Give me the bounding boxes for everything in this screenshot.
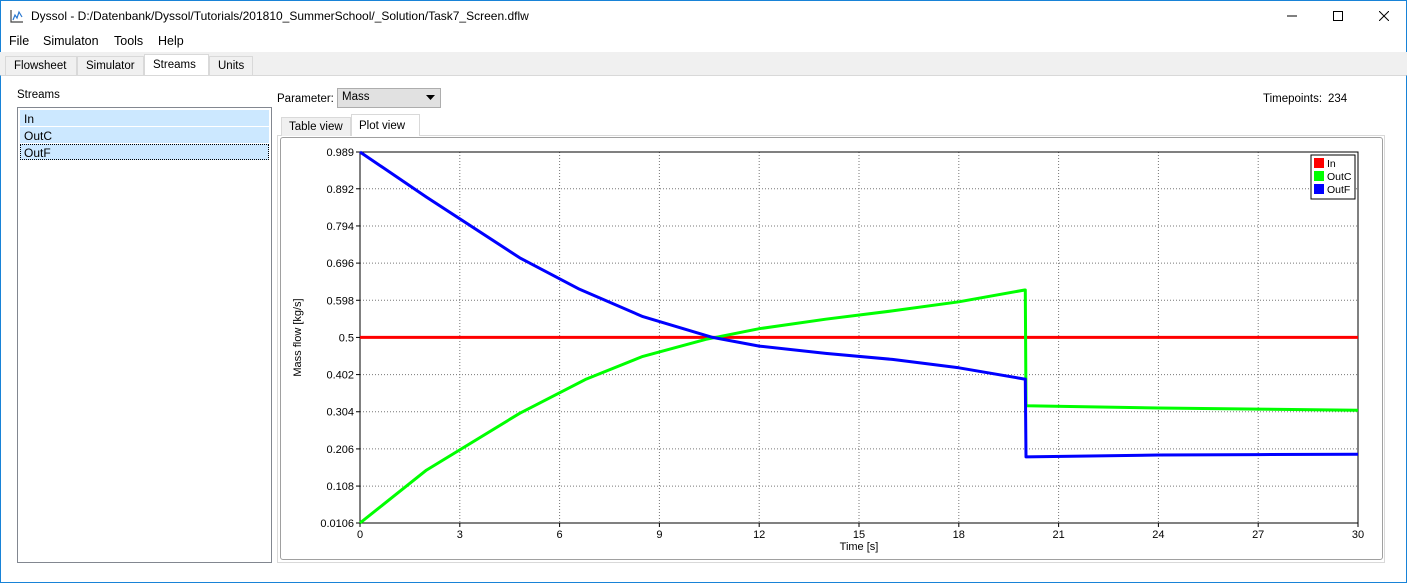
legend-swatch-in bbox=[1314, 158, 1324, 168]
tab-streams[interactable]: Streams bbox=[144, 54, 209, 76]
x-tick-label: 24 bbox=[1152, 529, 1164, 541]
parameter-value: Mass bbox=[342, 91, 370, 103]
main-tab-bar: Flowsheet Simulator Streams Units bbox=[0, 52, 1407, 76]
y-tick-label: 0.0106 bbox=[320, 518, 354, 530]
x-tick-label: 18 bbox=[953, 529, 965, 541]
menu-help[interactable]: Help bbox=[158, 34, 184, 48]
close-icon bbox=[1379, 11, 1389, 21]
tab-units[interactable]: Units bbox=[209, 56, 253, 76]
maximize-icon bbox=[1333, 11, 1343, 21]
window-title: Dyssol - D:/Datenbank/Dyssol/Tutorials/2… bbox=[31, 9, 529, 23]
x-tick-label: 6 bbox=[557, 529, 563, 541]
y-tick-label: 0.696 bbox=[326, 258, 354, 270]
y-axis-label: Mass flow [kg/s] bbox=[292, 298, 304, 376]
timepoints-label: Timepoints: bbox=[1263, 93, 1323, 105]
menu-simulation[interactable]: Simulaton bbox=[43, 34, 99, 48]
y-tick-label: 0.989 bbox=[326, 147, 354, 159]
close-button[interactable] bbox=[1361, 1, 1407, 31]
legend-label-in: In bbox=[1327, 158, 1336, 170]
y-tick-label: 0.5 bbox=[339, 332, 354, 344]
legend-swatch-outf bbox=[1314, 184, 1324, 194]
legend-swatch-outc bbox=[1314, 171, 1324, 181]
y-tick-label: 0.304 bbox=[326, 407, 354, 419]
x-tick-label: 3 bbox=[457, 529, 463, 541]
parameter-label: Parameter: bbox=[277, 93, 334, 105]
y-tick-label: 0.108 bbox=[326, 481, 354, 493]
stream-item-outf[interactable]: OutF bbox=[20, 144, 269, 160]
tab-flowsheet[interactable]: Flowsheet bbox=[5, 56, 77, 76]
x-tick-label: 0 bbox=[357, 529, 363, 541]
streams-list[interactable]: In OutC OutF bbox=[17, 107, 272, 563]
minimize-icon bbox=[1287, 15, 1297, 17]
y-tick-label: 0.402 bbox=[326, 370, 354, 382]
y-tick-label: 0.892 bbox=[326, 184, 354, 196]
menu-bar: File Simulaton Tools Help bbox=[0, 31, 1407, 52]
menu-tools[interactable]: Tools bbox=[114, 34, 144, 48]
minimize-button[interactable] bbox=[1269, 1, 1315, 31]
streams-label: Streams bbox=[17, 89, 60, 101]
legend-label-outc: OutC bbox=[1327, 171, 1352, 183]
y-tick-label: 0.206 bbox=[326, 444, 354, 456]
stream-item-in[interactable]: In bbox=[20, 110, 269, 126]
tab-table-view[interactable]: Table view bbox=[281, 117, 351, 136]
x-tick-label: 12 bbox=[753, 529, 765, 541]
x-tick-label: 27 bbox=[1252, 529, 1264, 541]
tab-plot-view[interactable]: Plot view bbox=[351, 114, 420, 136]
x-axis-label: Time [s] bbox=[840, 541, 879, 553]
tab-simulator[interactable]: Simulator bbox=[77, 56, 144, 76]
parameter-dropdown[interactable]: Mass bbox=[337, 88, 441, 108]
x-tick-label: 30 bbox=[1352, 529, 1364, 541]
title-bar: Dyssol - D:/Datenbank/Dyssol/Tutorials/2… bbox=[0, 0, 1407, 31]
menu-file[interactable]: File bbox=[9, 34, 30, 48]
stream-item-outc[interactable]: OutC bbox=[20, 127, 269, 143]
app-logo-icon bbox=[10, 10, 23, 23]
y-tick-label: 0.598 bbox=[326, 295, 354, 307]
mass-flow-plot[interactable]: 0 3 6 9 12 15 18 21 24 27 30 0.0106 0.108 0.206 0.304 0… bbox=[281, 138, 1382, 559]
x-tick-label: 15 bbox=[853, 529, 865, 541]
maximize-button[interactable] bbox=[1315, 1, 1361, 31]
dropdown-arrow-icon bbox=[426, 95, 435, 100]
y-tick-label: 0.794 bbox=[326, 221, 354, 233]
series-line-outf bbox=[359, 150, 1359, 459]
series-line-outc bbox=[359, 288, 1359, 525]
plot-frame: 0 3 6 9 12 15 18 21 24 27 30 0.0106 0.108 0.206 0.304 0… bbox=[280, 137, 1383, 560]
timepoints-value: 234 bbox=[1328, 93, 1348, 105]
x-tick-label: 9 bbox=[656, 529, 662, 541]
legend-label-outf: OutF bbox=[1327, 184, 1350, 196]
x-tick-label: 21 bbox=[1052, 529, 1064, 541]
